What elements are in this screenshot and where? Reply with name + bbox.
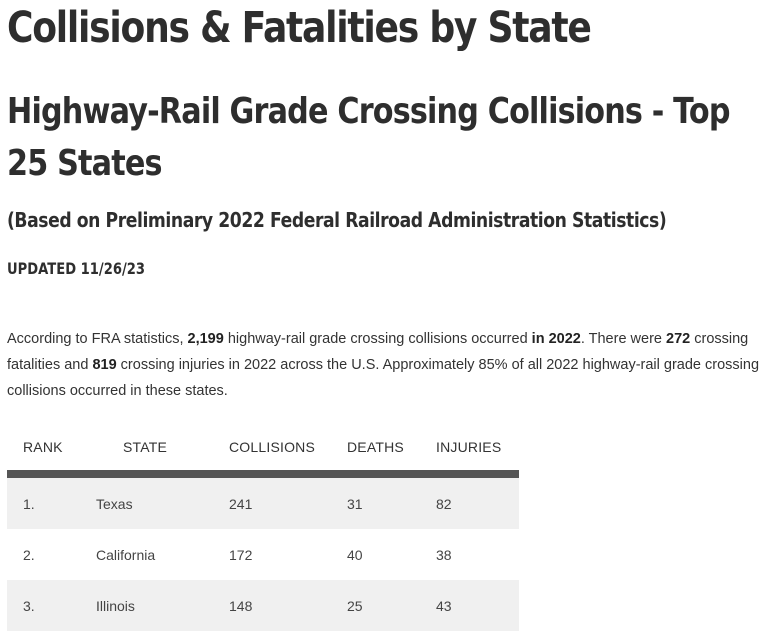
section-heading: Highway-Rail Grade Crossing Collisions -… [7, 91, 731, 184]
cell-collisions: 172 [229, 547, 253, 563]
intro-paragraph: According to FRA statistics, 2,199 highw… [7, 326, 771, 404]
year-label: in 2022 [531, 331, 581, 347]
cell-deaths: 31 [347, 496, 363, 512]
cell-rank: 3. [23, 598, 35, 614]
page-title: Collisions & Fatalities by State [7, 3, 592, 53]
intro-text: . There were [580, 331, 667, 347]
cell-state: Illinois [96, 598, 135, 614]
table-row: 1. Texas 241 31 82 [7, 478, 519, 529]
cell-injuries: 82 [436, 496, 452, 512]
header-rank: RANK [23, 439, 63, 455]
intro-text: crossing injuries in 2022 across the U.S… [7, 357, 760, 399]
cell-rank: 1. [23, 496, 35, 512]
state-table: RANK STATE COLLISIONS DEATHS INJURIES 1.… [7, 428, 519, 631]
header-collisions: COLLISIONS [229, 439, 316, 455]
header-injuries: INJURIES [436, 439, 502, 455]
cell-rank: 2. [23, 547, 35, 563]
cell-injuries: 38 [436, 547, 452, 563]
cell-state: California [96, 547, 156, 563]
cell-deaths: 40 [347, 547, 363, 563]
collisions-total: 2,199 [187, 331, 224, 347]
cell-injuries: 43 [436, 598, 452, 614]
updated-date: UPDATED 11/26/23 [7, 259, 146, 278]
table-row: 3. Illinois 148 25 43 [7, 580, 519, 631]
table-header: RANK STATE COLLISIONS DEATHS INJURIES [7, 428, 519, 478]
fatalities-total: 272 [666, 331, 691, 347]
intro-text: According to FRA statistics, [7, 331, 188, 347]
injuries-total: 819 [92, 357, 117, 373]
header-state: STATE [123, 439, 168, 455]
cell-state: Texas [96, 496, 133, 512]
cell-collisions: 148 [229, 598, 253, 614]
header-deaths: DEATHS [347, 439, 404, 455]
intro-text: highway-rail grade crossing collisions o… [223, 331, 532, 347]
cell-deaths: 25 [347, 598, 363, 614]
table-row: 2. California 172 40 38 [7, 529, 519, 580]
data-basis-note: (Based on Preliminary 2022 Federal Railr… [7, 208, 667, 232]
cell-collisions: 241 [229, 496, 253, 512]
intro-text: crossing fatalities and [7, 331, 749, 373]
